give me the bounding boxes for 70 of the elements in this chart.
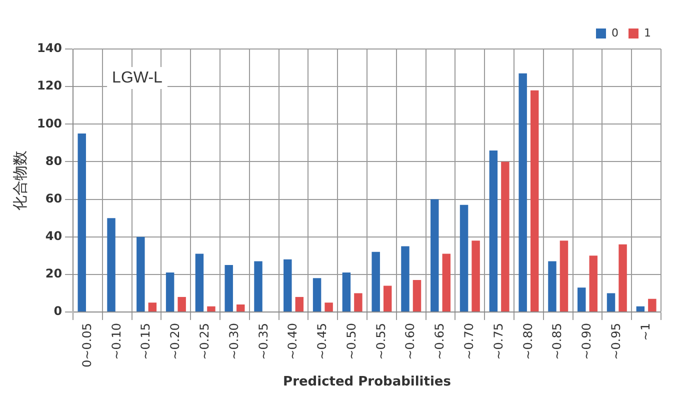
- y-tick-label: 140: [36, 41, 62, 56]
- bar: [236, 304, 245, 312]
- y-tick-label: 120: [36, 78, 62, 93]
- annotation: LGW-L: [112, 69, 163, 86]
- x-tick-label: ~0.25: [197, 322, 212, 360]
- bar: [606, 293, 616, 312]
- x-tick-label: ~0.10: [109, 322, 124, 360]
- x-tick-label: ~0.50: [344, 322, 358, 360]
- bar: [107, 218, 116, 312]
- bar: [442, 254, 451, 312]
- y-tick-label: 0: [54, 304, 62, 318]
- bar: [312, 278, 322, 312]
- bar: [648, 298, 656, 312]
- bar: [178, 296, 186, 312]
- y-tick-label: 80: [45, 154, 62, 168]
- bar: [489, 150, 498, 312]
- x-tick-label: ~0.15: [138, 322, 153, 360]
- x-tick-label: 0~0.05: [80, 322, 94, 368]
- bar: [518, 73, 527, 312]
- bar: [589, 256, 598, 312]
- bar: [78, 134, 86, 312]
- bar: [284, 259, 292, 312]
- legend-label: 0: [612, 26, 619, 40]
- x-tick-label: ~0.60: [403, 322, 418, 360]
- bar: [148, 302, 157, 312]
- x-tick-label: ~0.35: [256, 322, 270, 360]
- bar: [401, 246, 410, 312]
- bar: [166, 272, 174, 312]
- x-tick-label: ~0.85: [550, 322, 564, 360]
- y-axis-title: 化合物数: [10, 150, 29, 210]
- x-tick-label: ~0.20: [168, 322, 182, 360]
- bar: [560, 240, 568, 312]
- bar: [618, 244, 627, 312]
- x-tick-label: ~0.45: [315, 322, 330, 360]
- x-tick-label: ~0.65: [432, 322, 447, 360]
- x-tick-label: ~0.70: [462, 322, 476, 360]
- y-tick-label: 60: [45, 191, 62, 206]
- bar: [412, 280, 422, 312]
- x-tick-label: ~0.75: [491, 322, 506, 360]
- bar: [342, 272, 351, 312]
- bar: [207, 306, 216, 312]
- x-tick-label: ~1: [638, 322, 652, 341]
- bar: [430, 199, 439, 312]
- x-tick-label: ~0.30: [226, 322, 241, 360]
- x-tick-label: ~0.55: [374, 322, 388, 360]
- bar: [324, 302, 333, 312]
- bar: [636, 306, 645, 312]
- x-axis-title: Predicted Probabilities: [283, 374, 452, 390]
- y-tick-label: 100: [36, 116, 62, 130]
- bar: [254, 261, 262, 312]
- x-tick-label: ~0.40: [286, 322, 300, 360]
- bar: [578, 288, 586, 312]
- bar: [460, 204, 468, 312]
- bar: [224, 265, 233, 312]
- y-tick-label: 40: [45, 228, 62, 243]
- y-tick-label: 20: [45, 266, 62, 281]
- bar: [295, 296, 304, 312]
- x-tick-label: ~0.95: [609, 322, 624, 360]
- bar: [530, 90, 539, 312]
- x-tick-label: ~0.90: [580, 322, 594, 360]
- bar: [195, 254, 204, 312]
- legend-label: 1: [644, 26, 651, 40]
- bar: [472, 240, 480, 312]
- bar: [383, 286, 392, 312]
- bar: [354, 293, 362, 312]
- bar: [372, 252, 380, 312]
- x-tick-label: ~0.80: [520, 322, 535, 360]
- bar: [548, 261, 556, 312]
- bar: [136, 236, 145, 312]
- bar: [501, 162, 510, 312]
